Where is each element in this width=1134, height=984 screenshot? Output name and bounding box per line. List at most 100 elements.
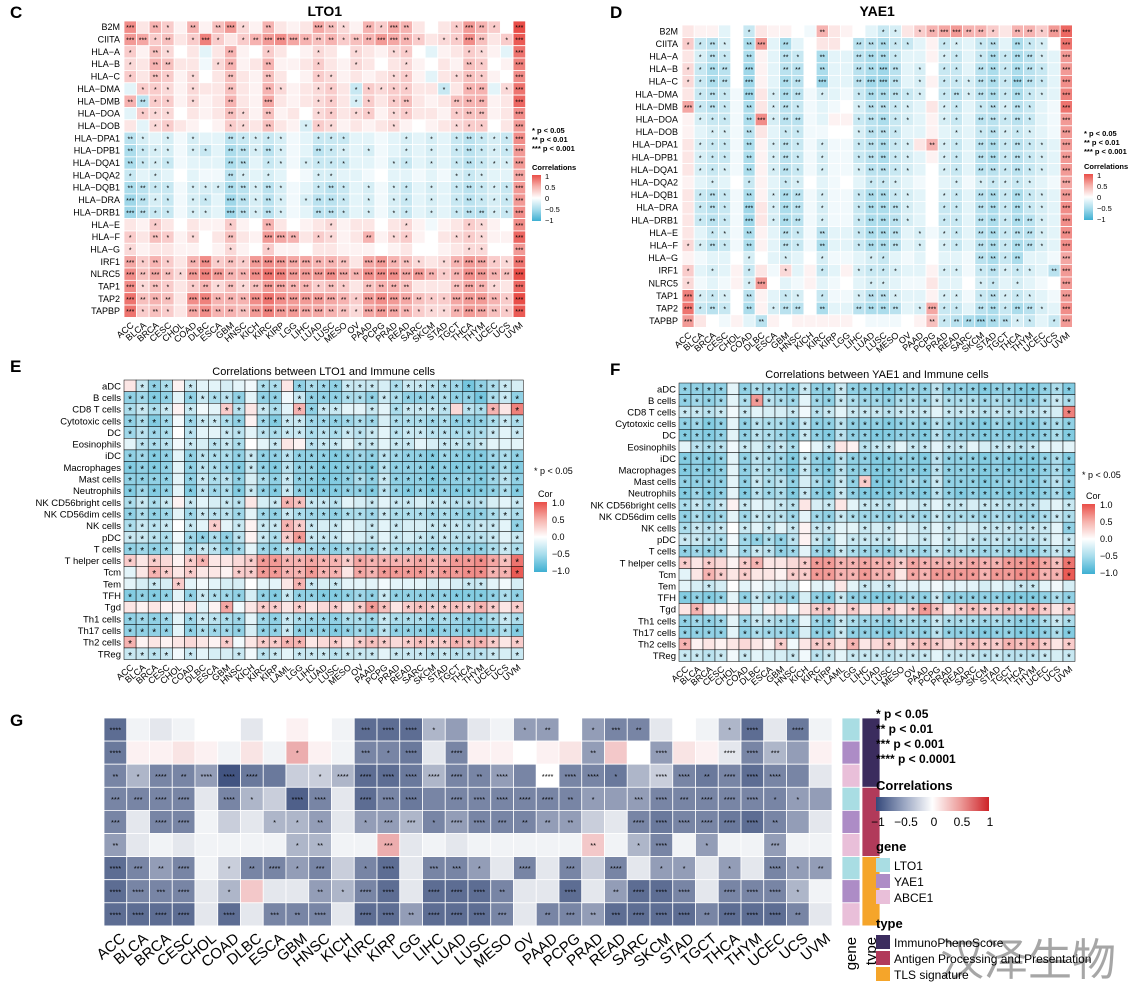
significance-star: * — [330, 136, 333, 143]
significance-star: * — [980, 105, 983, 112]
heatmap-cell — [901, 226, 915, 240]
heatmap-cell — [286, 205, 301, 220]
heatmap-cell — [803, 137, 817, 152]
significance-star: * — [1004, 67, 1007, 74]
heatmap-cell — [1038, 440, 1052, 453]
heatmap-cell — [1047, 276, 1061, 291]
heatmap-cell — [196, 403, 209, 416]
significance-star: * — [392, 235, 395, 242]
significance-star: *** — [264, 309, 272, 316]
row-label: HLA−DRA — [78, 195, 120, 205]
heatmap-cell — [249, 242, 263, 257]
significance-star: *** — [515, 309, 523, 316]
row-label: HLA−B — [649, 64, 678, 74]
significance-star: * — [772, 92, 775, 99]
heatmap-cell — [136, 45, 150, 59]
heatmap-cell — [362, 70, 376, 84]
heatmap-cell — [834, 405, 848, 419]
heatmap-cell — [930, 533, 944, 546]
significance-star: ** — [893, 92, 899, 99]
heatmap-cell — [962, 150, 976, 165]
colorbar-title: Cor — [538, 489, 553, 499]
heatmap-cell — [913, 37, 927, 51]
significance-star: * — [129, 173, 132, 180]
heatmap-cell — [173, 119, 188, 133]
significance-star: * — [237, 651, 241, 662]
heatmap-cell — [412, 57, 426, 71]
significance-star: * — [443, 87, 446, 94]
heatmap-cell — [208, 496, 222, 509]
heatmap-cell — [377, 426, 391, 439]
heatmap-cell — [274, 70, 288, 84]
significance-star: ** — [366, 285, 372, 292]
heatmap-cell — [336, 119, 351, 133]
heatmap-cell — [173, 181, 188, 195]
heatmap-cell — [437, 20, 451, 34]
significance-star: * — [784, 256, 787, 263]
heatmap-cell — [268, 577, 282, 590]
significance-star: * — [943, 244, 946, 251]
significance-star: ** — [128, 161, 134, 168]
heatmap-cell — [730, 24, 744, 39]
significance-star: * — [943, 55, 946, 62]
heatmap-cell — [244, 589, 258, 602]
heatmap-cell — [487, 242, 501, 257]
panel-label-D: D — [610, 3, 622, 22]
heatmap-cell — [726, 452, 740, 465]
heatmap-cell — [136, 20, 150, 34]
heatmap-cell — [1035, 263, 1049, 278]
significance-star: * — [1004, 168, 1007, 175]
significance-star: * — [711, 181, 714, 188]
significance-star: ** — [228, 173, 234, 180]
significance-star: *** — [1062, 67, 1070, 74]
significance-star: ** — [153, 50, 159, 57]
significance-star: * — [367, 210, 370, 217]
significance-star: * — [493, 285, 496, 292]
significance-star: *** — [365, 309, 373, 316]
significance-star: *** — [277, 38, 285, 45]
heatmap-cell — [730, 289, 744, 303]
heatmap-cell — [374, 119, 388, 133]
heatmap-cell — [286, 94, 301, 108]
significance-star: * — [317, 50, 320, 57]
heatmap-cell — [962, 175, 976, 190]
heatmap-cell — [937, 276, 951, 291]
significance-star: ** — [868, 193, 874, 200]
heatmap-cell — [726, 382, 740, 395]
heatmap-cell — [377, 496, 391, 509]
row-label: HLA−E — [649, 228, 678, 238]
significance-star: ** — [291, 285, 297, 292]
heatmap-cell — [389, 577, 403, 590]
significance-star: *** — [684, 105, 692, 112]
significance-star: ** — [404, 260, 410, 267]
heatmap-cell — [828, 289, 842, 303]
heatmap-cell — [414, 496, 427, 509]
significance-star: * — [699, 206, 702, 213]
significance-star: * — [723, 118, 726, 125]
heatmap-cell — [828, 87, 842, 102]
significance-star: * — [217, 186, 220, 193]
significance-star: *** — [289, 309, 297, 316]
heatmap-cell — [449, 57, 464, 71]
heatmap-cell — [160, 577, 173, 590]
heatmap-cell — [244, 379, 258, 392]
heatmap-cell — [123, 107, 137, 121]
significance-star: ** — [929, 319, 935, 326]
significance-star: *** — [1062, 181, 1070, 188]
significance-star: * — [455, 173, 458, 180]
significance-legend-item: * p < 0.05 — [532, 126, 565, 135]
heatmap-cell — [1047, 75, 1061, 89]
significance-star: ** — [454, 99, 460, 106]
heatmap-cell — [925, 175, 939, 190]
significance-star: *** — [452, 297, 460, 304]
significance-star: *** — [1062, 143, 1070, 150]
significance-star: * — [772, 118, 775, 125]
significance-star: ** — [328, 210, 334, 217]
heatmap-cell — [840, 75, 854, 89]
heatmap-cell — [754, 238, 768, 253]
heatmap-cell — [236, 242, 250, 257]
heatmap-cell — [840, 87, 854, 102]
significance-star: * — [493, 186, 496, 193]
significance-star: ** — [881, 118, 887, 125]
